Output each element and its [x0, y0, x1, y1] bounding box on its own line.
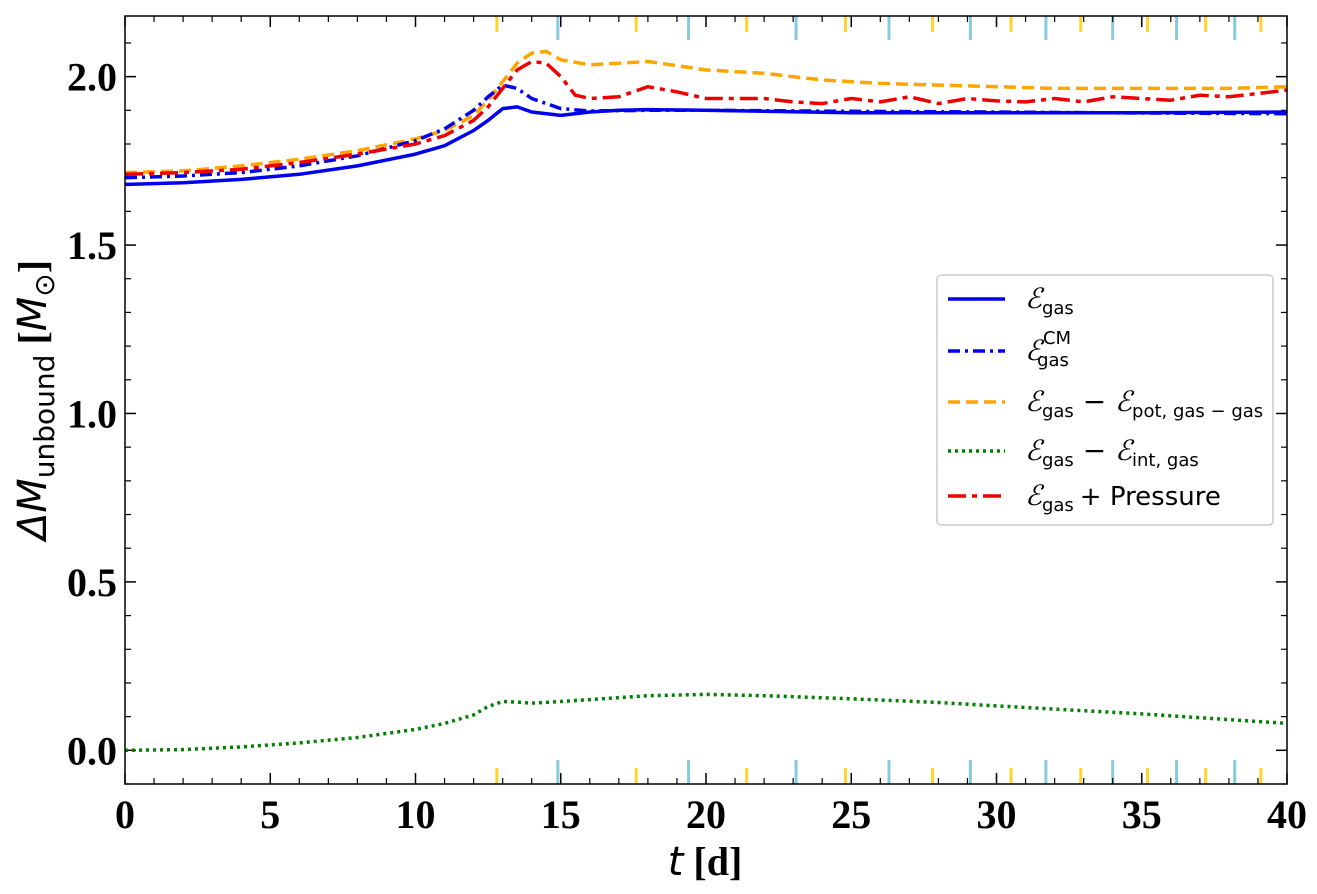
y-tick-label: 0.5: [67, 560, 117, 605]
x-tick-label: 40: [1267, 792, 1307, 837]
legend-label-0: ℰgas: [1025, 282, 1074, 319]
legend-label-1: ℰCM gas: [1025, 328, 1071, 371]
y-tick-label: 0.0: [67, 728, 117, 773]
y-tick-label: 1.5: [67, 223, 117, 268]
legend-label-3: ℰgas − ℰint, gas: [1025, 434, 1199, 471]
legend-box: [936, 274, 1274, 526]
orbit-markers: [495, 16, 1263, 784]
plot-frame: [124, 15, 1288, 785]
x-tick-label: 10: [396, 792, 436, 837]
x-tick-labels: 0 5 10 15 20 25 30 35 40: [115, 792, 1307, 837]
series-line-3: [124, 692, 1288, 753]
y-tick-label: 2.0: [67, 55, 117, 100]
x-tick-label: 20: [686, 792, 726, 837]
x-axis-label: t [d]: [668, 839, 743, 885]
series-line-2: [124, 49, 1288, 175]
series-layer: [124, 49, 1288, 753]
series-line-1: [124, 83, 1288, 180]
x-tick-label: 0: [115, 792, 135, 837]
legend-label-2: ℰgas − ℰpot, gas − gas: [1025, 385, 1263, 422]
x-tick-label: 30: [977, 792, 1017, 837]
x-tick-label: 15: [541, 792, 581, 837]
series-line-4: [124, 59, 1288, 177]
legend-label-4: ℰgas + Pressure: [1025, 479, 1221, 516]
series-line-0: [124, 105, 1288, 187]
x-tick-label: 35: [1122, 792, 1162, 837]
y-axis-label: ΔMunbound [M⊙]: [10, 260, 61, 543]
legend: ℰgas ℰCM gas ℰgas − ℰpot, gas − gas ℰgas − ℰ…: [936, 274, 1274, 526]
x-tick-label: 5: [260, 792, 280, 837]
y-tick-labels: 0.0 0.5 1.0 1.5 2.0: [67, 55, 117, 774]
x-tick-label: 25: [831, 792, 871, 837]
y-tick-label: 1.0: [67, 391, 117, 436]
